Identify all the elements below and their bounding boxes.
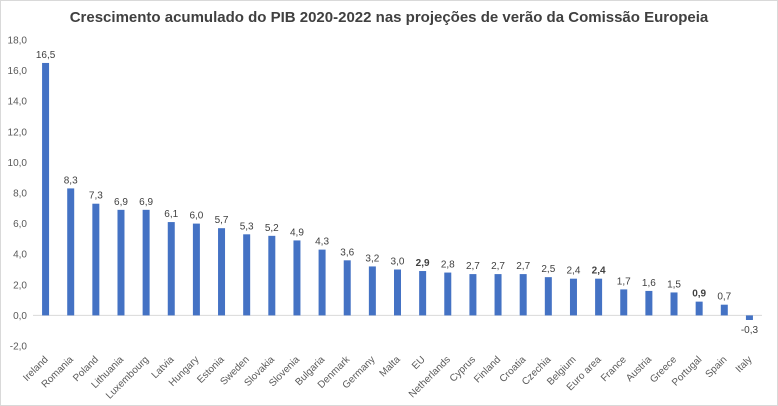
category-label: Finland [472,354,503,385]
data-label: 2,8 [441,260,455,271]
bar-finland [494,274,502,316]
bar-portugal [695,301,703,316]
y-tick-label: 18,0 [8,36,28,47]
category-label: Italy [734,354,755,375]
data-label: 4,9 [290,227,304,238]
bar-denmark [343,260,351,316]
bar-ireland [42,62,50,316]
bar-italy [745,315,753,320]
y-tick-label: 0,0 [13,311,27,322]
data-label: -0,3 [741,325,759,336]
category-label: Spain [704,354,730,380]
data-label: 0,7 [717,292,731,303]
data-label: 2,7 [491,261,505,272]
bar-slovenia [293,240,301,316]
data-label: 6,0 [189,211,203,222]
y-tick-label: 2,0 [13,280,27,291]
bar-belgium [569,278,577,316]
data-label: 16,5 [36,50,56,61]
category-label: France [599,354,629,384]
data-label: 2,7 [466,261,480,272]
bar-france [620,289,628,316]
category-label: EU [410,354,428,372]
y-tick-label: 6,0 [13,219,27,230]
bar-euro-area [595,278,603,316]
data-label: 5,2 [265,223,279,234]
y-tick-label: 10,0 [8,158,28,169]
data-label: 3,0 [391,257,405,268]
bar-latvia [167,222,175,316]
bar-netherlands [444,272,452,316]
bar-greece [670,292,678,316]
bar-hungary [192,223,200,316]
data-label: 5,3 [240,221,254,232]
data-label: 1,5 [667,279,681,290]
data-label: 4,3 [315,237,329,248]
bar-croatia [519,274,527,316]
bar-bulgaria [318,249,326,316]
data-label: 6,9 [114,197,128,208]
bar-estonia [218,228,226,316]
bar-czechia [544,277,552,316]
bar-cyprus [469,274,477,316]
chart-title: Crescimento acumulado do PIB 2020-2022 n… [69,9,709,26]
bar-austria [645,290,653,316]
y-tick-label: 12,0 [8,127,28,138]
y-tick-label: 4,0 [13,250,27,261]
data-label: 8,3 [64,175,78,186]
bar-eu [419,271,427,316]
bar-spain [720,304,728,316]
bar-slovakia [268,235,276,316]
data-label: 7,3 [89,191,103,202]
y-tick-label: 16,0 [8,66,28,77]
data-label: 2,7 [516,261,530,272]
bar-lithuania [117,209,125,316]
data-label: 2,9 [416,258,430,269]
data-label: 5,7 [215,215,229,226]
bar-romania [67,188,75,316]
category-label: Malta [378,354,403,379]
data-label: 1,7 [617,276,631,287]
data-label: 3,6 [340,247,354,258]
y-tick-label: 14,0 [8,97,28,108]
bar-poland [92,203,100,316]
data-label: 2,4 [567,266,581,277]
data-label: 3,2 [365,253,379,264]
bar-germany [368,266,376,316]
data-label: 2,5 [541,264,555,275]
data-label: 6,1 [164,209,178,220]
bar-malta [394,269,401,316]
data-label: 0,9 [692,289,706,300]
data-label: 6,9 [139,197,153,208]
data-label: 2,4 [592,266,606,277]
data-label: 1,6 [642,278,656,289]
y-tick-label: -2,0 [10,342,28,353]
bar-luxembourg [142,209,150,316]
bar-sweden [243,234,251,316]
y-tick-label: 8,0 [13,189,27,200]
